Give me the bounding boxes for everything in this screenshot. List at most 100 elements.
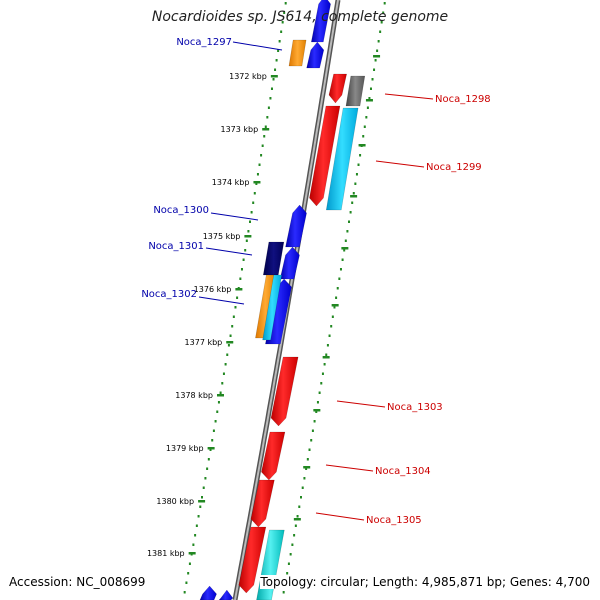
gene-feature[interactable]	[328, 73, 347, 104]
kbp-tick-mark	[262, 128, 270, 131]
gene-feature[interactable]	[309, 105, 341, 207]
outer-track-dot	[366, 106, 369, 109]
gene-feature[interactable]	[238, 526, 267, 594]
outer-track-dot	[293, 534, 296, 537]
inner-track-dot	[240, 268, 243, 271]
outer-track-dot	[291, 543, 294, 546]
gene-feature[interactable]	[199, 585, 217, 600]
outer-tick-mark	[331, 304, 339, 307]
inner-track-dot	[272, 78, 275, 81]
outer-track-dot	[344, 239, 347, 242]
inner-track-dot	[283, 11, 286, 14]
inner-track-dot	[264, 125, 267, 128]
gene-feature[interactable]	[262, 274, 283, 341]
kbp-tick-label: 1380 kbp	[156, 497, 194, 506]
gene-label[interactable]: Noca_1297	[176, 37, 232, 48]
outer-tick-mark	[358, 144, 366, 147]
outer-track-dot	[343, 249, 346, 252]
kbp-tick-label: 1372 kbp	[229, 72, 267, 81]
gene-feature[interactable]	[325, 107, 359, 211]
kbp-tick-mark	[270, 75, 278, 78]
outer-track-dot	[321, 372, 324, 375]
gene-feature[interactable]	[218, 589, 234, 600]
gene-leader-line	[210, 212, 259, 221]
outer-track-dot	[369, 87, 372, 90]
gene-label[interactable]: Noca_1300	[153, 205, 209, 216]
gene-label[interactable]: Noca_1303	[387, 402, 443, 413]
gene-feature[interactable]	[270, 356, 299, 427]
inner-track-dot	[187, 572, 190, 575]
kbp-tick-label: 1377 kbp	[185, 338, 223, 347]
outer-track-dot	[333, 306, 336, 309]
inner-track-dot	[234, 306, 237, 309]
outer-track-dot	[286, 572, 289, 575]
inner-track-dot	[199, 505, 202, 508]
gene-label[interactable]: Noca_1299	[426, 162, 482, 173]
outer-track-dot	[359, 154, 362, 157]
outer-track-dot	[377, 40, 380, 43]
outer-track-dot	[308, 448, 311, 451]
outer-track-dot	[341, 258, 344, 261]
outer-track-dot	[339, 268, 342, 271]
inner-track-dot	[212, 429, 215, 432]
inner-track-dot	[232, 315, 235, 318]
kbp-tick-mark	[244, 235, 252, 238]
gene-label[interactable]: Noca_1304	[375, 466, 431, 477]
kbp-tick-label: 1381 kbp	[147, 549, 185, 558]
outer-track-dot	[371, 78, 374, 81]
kbp-tick-label: 1373 kbp	[221, 125, 259, 134]
inner-track-dot	[247, 230, 250, 233]
inner-track-dot	[261, 144, 264, 147]
inner-track-dot	[249, 220, 252, 223]
inner-track-dot	[227, 344, 230, 347]
outer-track-dot	[325, 353, 328, 356]
kbp-tick-label: 1379 kbp	[166, 444, 204, 453]
gene-feature[interactable]	[285, 204, 307, 248]
outer-track-dot	[328, 334, 331, 337]
inner-track-dot	[244, 249, 247, 252]
gene-feature[interactable]	[250, 479, 275, 528]
genome-title: Nocardioides sp. JS614, complete genome	[151, 9, 449, 25]
outer-track-dot	[320, 382, 323, 385]
outer-track-dot	[299, 496, 302, 499]
outer-tick-mark	[322, 356, 330, 359]
kbp-tick-label: 1374 kbp	[212, 178, 250, 187]
outer-track-dot	[326, 344, 329, 347]
gene-feature[interactable]	[306, 41, 325, 69]
outer-track-dot	[287, 562, 290, 565]
outer-tick-mark	[313, 409, 321, 412]
outer-track-dot	[282, 591, 285, 594]
gene-feature[interactable]	[288, 39, 307, 67]
kbp-tick-mark	[207, 447, 215, 450]
outer-track-dot	[363, 125, 366, 128]
outer-track-dot	[289, 553, 292, 556]
gene-feature[interactable]	[279, 246, 300, 280]
inner-track-dot	[275, 59, 278, 62]
gene-label[interactable]: Noca_1301	[148, 241, 204, 252]
gene-feature[interactable]	[345, 75, 366, 107]
kbp-tick-mark	[226, 341, 234, 344]
tick-tracks	[183, 2, 386, 594]
gene-feature[interactable]	[262, 241, 285, 276]
inner-track-dot	[211, 439, 214, 442]
kbp-tick-labels: 1372 kbp 1373 kbp 1374 kbp 1375 kbp 1376 kbp…	[147, 55, 381, 558]
gene-label[interactable]: Noca_1302	[141, 289, 197, 300]
outer-track-dot	[355, 173, 358, 176]
gene-label[interactable]: Noca_1305	[366, 515, 422, 526]
gene-label[interactable]: Noca_1298	[435, 94, 491, 105]
outer-track-dot	[318, 391, 321, 394]
inner-track-dot	[221, 382, 224, 385]
outer-track-dot	[351, 201, 354, 204]
outer-track-dot	[346, 230, 349, 233]
gene-feature[interactable]	[261, 431, 286, 481]
inner-track-dot	[267, 106, 270, 109]
outer-track-dot	[373, 68, 376, 71]
outer-track-dot	[379, 30, 382, 33]
outer-track-dot	[303, 477, 306, 480]
inner-track-dot	[224, 363, 227, 366]
inner-track-dot	[204, 477, 207, 480]
inner-track-dot	[217, 401, 220, 404]
outer-track-dot	[301, 486, 304, 489]
inner-track-dot	[242, 258, 245, 261]
